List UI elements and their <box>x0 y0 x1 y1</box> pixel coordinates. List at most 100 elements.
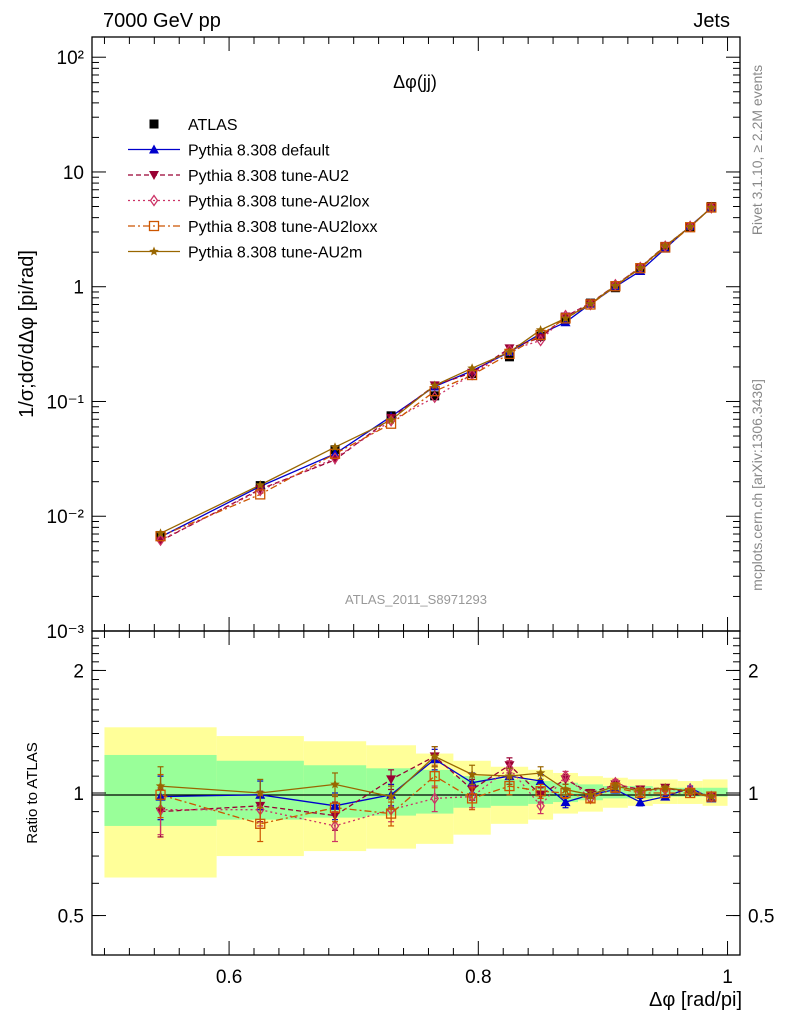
legend-marker-atlas <box>149 119 159 129</box>
main-ylabel: 1/σ;dσ/dΔφ [pi/rad] <box>16 250 38 418</box>
header-left: 7000 GeV pp <box>103 10 221 32</box>
ratio-point-pythia-8-308-tune-au2loxx <box>466 793 478 804</box>
ratio-point-pythia-8-308-tune-au2loxx <box>385 808 397 819</box>
point-pythia-8-308-tune-au2m <box>635 262 646 272</box>
ratio-series <box>155 746 717 843</box>
legend-marker-pythia-8-308-tune-au2loxx <box>148 220 160 232</box>
point-pythia-8-308-tune-au2m <box>685 221 695 231</box>
ratio-ytick-label-right: 0.5 <box>748 907 774 928</box>
point-pythia-8-308-tune-au2 <box>535 333 546 343</box>
main-ytick-label: 10² <box>57 48 84 69</box>
ratio-point-pythia-8-308-tune-au2lox <box>430 792 439 805</box>
ratio-ticks: 0.5 0.5 1 1 2 2 0.6 0.8 1 <box>58 631 774 988</box>
ratio-point-pythia-8-308-tune-au2m <box>429 751 440 761</box>
main-panel: 10⁻³ 10⁻² 10⁻¹ 1 10 10² Δφ(jj) ATLAS_2011_S89… <box>16 36 741 643</box>
point-pythia-8-308-tune-au2m <box>706 202 717 212</box>
legend-label: Pythia 8.308 tune-AU2m <box>188 245 362 262</box>
xtick-label: 0.6 <box>216 967 242 988</box>
legend-marker-pythia-8-308-tune-au2 <box>149 171 159 180</box>
ratio-point-pythia-8-308-default <box>635 797 646 807</box>
ratio-point-pythia-8-308-tune-au2m <box>467 769 477 779</box>
ratio-point-pythia-8-308-tune-au2lox <box>561 770 570 783</box>
ratio-ytick-label: 2 <box>73 661 84 682</box>
point-pythia-8-308-tune-au2m <box>660 241 670 251</box>
xtick-label: 1 <box>722 967 733 988</box>
ratio-ytick-label: 0.5 <box>58 907 84 928</box>
ratio-point-pythia-8-308-tune-au2m <box>560 784 571 794</box>
ratio-point-pythia-8-308-default <box>560 797 571 807</box>
ratio-point-pythia-8-308-tune-au2m <box>685 786 695 796</box>
point-pythia-8-308-tune-au2lox <box>255 484 265 497</box>
ratio-point-pythia-8-308-tune-au2loxx <box>535 786 546 797</box>
legend-label: Pythia 8.308 default <box>188 143 330 160</box>
main-ytick-label: 1 <box>73 278 84 299</box>
point-pythia-8-308-tune-au2m <box>386 415 396 424</box>
ratio-line-pythia-8-308-tune-au2lox <box>160 767 712 827</box>
point-pythia-8-308-tune-au2lox <box>505 344 514 357</box>
point-pythia-8-308-tune-au2loxx <box>255 489 266 500</box>
ratio-ylabel: Ratio to ATLAS <box>24 742 41 843</box>
point-pythia-8-308-tune-au2m <box>585 298 596 308</box>
point-atlas <box>504 352 514 362</box>
point-pythia-8-308-tune-au2m <box>535 325 546 334</box>
ratio-point-pythia-8-308-tune-au2loxx <box>429 770 440 782</box>
point-pythia-8-308-tune-au2m <box>560 313 571 323</box>
ratio-point-pythia-8-308-default <box>535 776 546 786</box>
point-pythia-8-308-tune-au2m <box>429 380 440 390</box>
ratio-ytick-label-right: 1 <box>748 784 759 805</box>
point-pythia-8-308-tune-au2m <box>610 280 621 290</box>
side-label-rivet: Rivet 3.1.10, ≥ 2.2M events <box>749 65 765 235</box>
point-pythia-8-308-tune-au2m <box>155 528 166 538</box>
watermark: ATLAS_2011_S8971293 <box>345 592 487 607</box>
ratio-point-pythia-8-308-tune-au2lox <box>330 819 340 833</box>
ratio-point-pythia-8-308-tune-au2 <box>386 775 397 785</box>
ratio-point-pythia-8-308-tune-au2m <box>635 786 646 796</box>
ratio-point-pythia-8-308-tune-au2m <box>660 782 670 792</box>
ratio-point-pythia-8-308-tune-au2m <box>535 768 546 777</box>
main-ytick-label: 10 <box>63 163 84 184</box>
main-ytick-label: 10⁻² <box>47 507 85 528</box>
point-pythia-8-308-tune-au2m <box>330 442 340 452</box>
ratio-point-pythia-8-308-tune-au2m <box>330 779 340 789</box>
main-ticks: 10⁻³ 10⁻² 10⁻¹ 1 10 10² <box>47 37 740 643</box>
ratio-point-pythia-8-308-tune-au2loxx <box>329 802 341 813</box>
main-series <box>155 201 717 547</box>
ratio-point-pythia-8-308-tune-au2m <box>255 788 265 797</box>
ratio-point-pythia-8-308-tune-au2m <box>585 789 596 799</box>
point-pythia-8-308-tune-au2loxx <box>466 369 478 381</box>
main-ytick-label: 10⁻¹ <box>47 392 85 413</box>
point-pythia-8-308-tune-au2m <box>255 480 265 490</box>
ratio-point-pythia-8-308-tune-au2m <box>155 781 166 791</box>
ratio-panel: 0.5 0.5 1 1 2 2 0.6 0.8 1 Ratio to ATLAS Δφ [rad… <box>24 630 774 1011</box>
legend-label: ATLAS <box>188 117 238 134</box>
ratio-point-pythia-8-308-tune-au2m <box>504 771 515 781</box>
legend: ATLAS Pythia 8.308 default Pythia 8.308 tu… <box>128 117 377 262</box>
side-label-mcplots: mcplots.cern.ch [arXiv:1306.3436] <box>749 379 765 591</box>
legend-marker-pythia-8-308-tune-au2m <box>149 246 159 256</box>
point-pythia-8-308-tune-au2m <box>467 363 477 373</box>
point-pythia-8-308-tune-au2lox <box>156 533 165 547</box>
ratio-point-pythia-8-308-tune-au2loxx <box>255 818 266 829</box>
main-title: Δφ(jj) <box>393 72 437 92</box>
point-pythia-8-308-tune-au2lox <box>611 278 620 291</box>
legend-label: Pythia 8.308 tune-AU2lox <box>188 194 369 211</box>
ratio-point-pythia-8-308-tune-au2lox <box>536 799 545 812</box>
point-pythia-8-308-tune-au2lox <box>330 452 340 465</box>
legend-label: Pythia 8.308 tune-AU2loxx <box>188 219 377 236</box>
main-ytick-label: 10⁻³ <box>47 622 85 643</box>
header-right: Jets <box>693 10 730 32</box>
legend-marker-pythia-8-308-default <box>149 144 159 154</box>
ratio-ytick-label-right: 2 <box>748 661 759 682</box>
legend-marker-pythia-8-308-tune-au2lox <box>149 194 159 207</box>
ratio-point-pythia-8-308-tune-au2m <box>610 781 621 791</box>
ratio-point-pythia-8-308-default <box>660 791 671 801</box>
ratio-bands <box>104 727 728 878</box>
point-pythia-8-308-tune-au2m <box>504 347 515 356</box>
ratio-point-pythia-8-308-tune-au2m <box>706 791 717 801</box>
ratio-point-pythia-8-308-tune-au2m <box>386 791 396 801</box>
xtick-label: 0.8 <box>465 967 491 988</box>
x-axis-label: Δφ [rad/pi] <box>649 989 742 1011</box>
ratio-ytick-label: 1 <box>73 784 84 805</box>
point-pythia-8-308-default <box>560 317 571 327</box>
